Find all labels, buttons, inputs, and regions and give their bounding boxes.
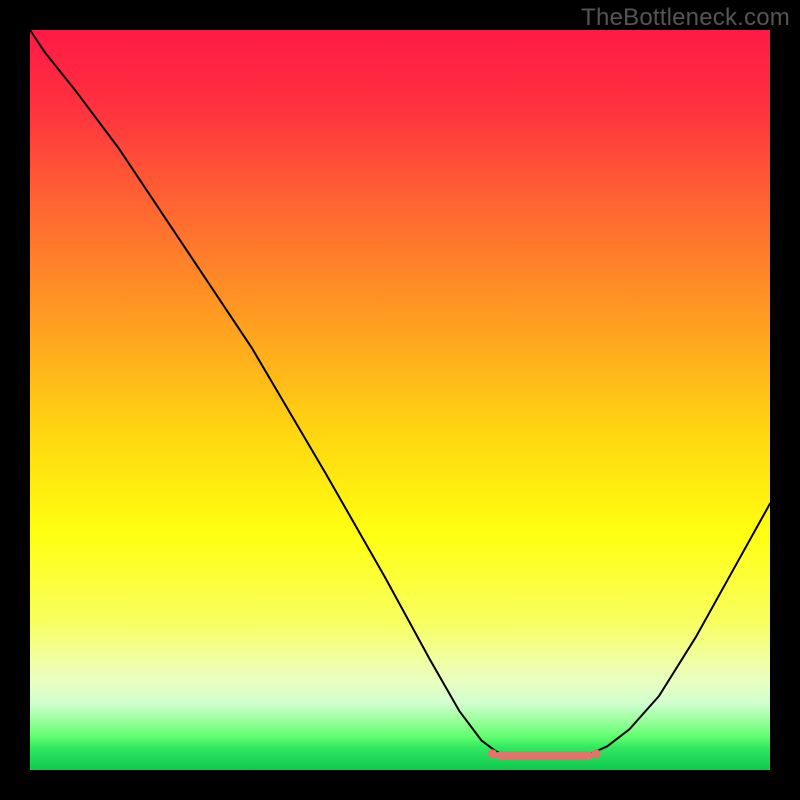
- chart-container: TheBottleneck.com: [0, 0, 800, 800]
- plot-background: [30, 30, 770, 770]
- optimal-range-left-dot: [488, 749, 497, 758]
- optimal-range-right-dot: [592, 749, 601, 758]
- watermark-text: TheBottleneck.com: [581, 4, 790, 32]
- bottleneck-chart: [0, 0, 800, 800]
